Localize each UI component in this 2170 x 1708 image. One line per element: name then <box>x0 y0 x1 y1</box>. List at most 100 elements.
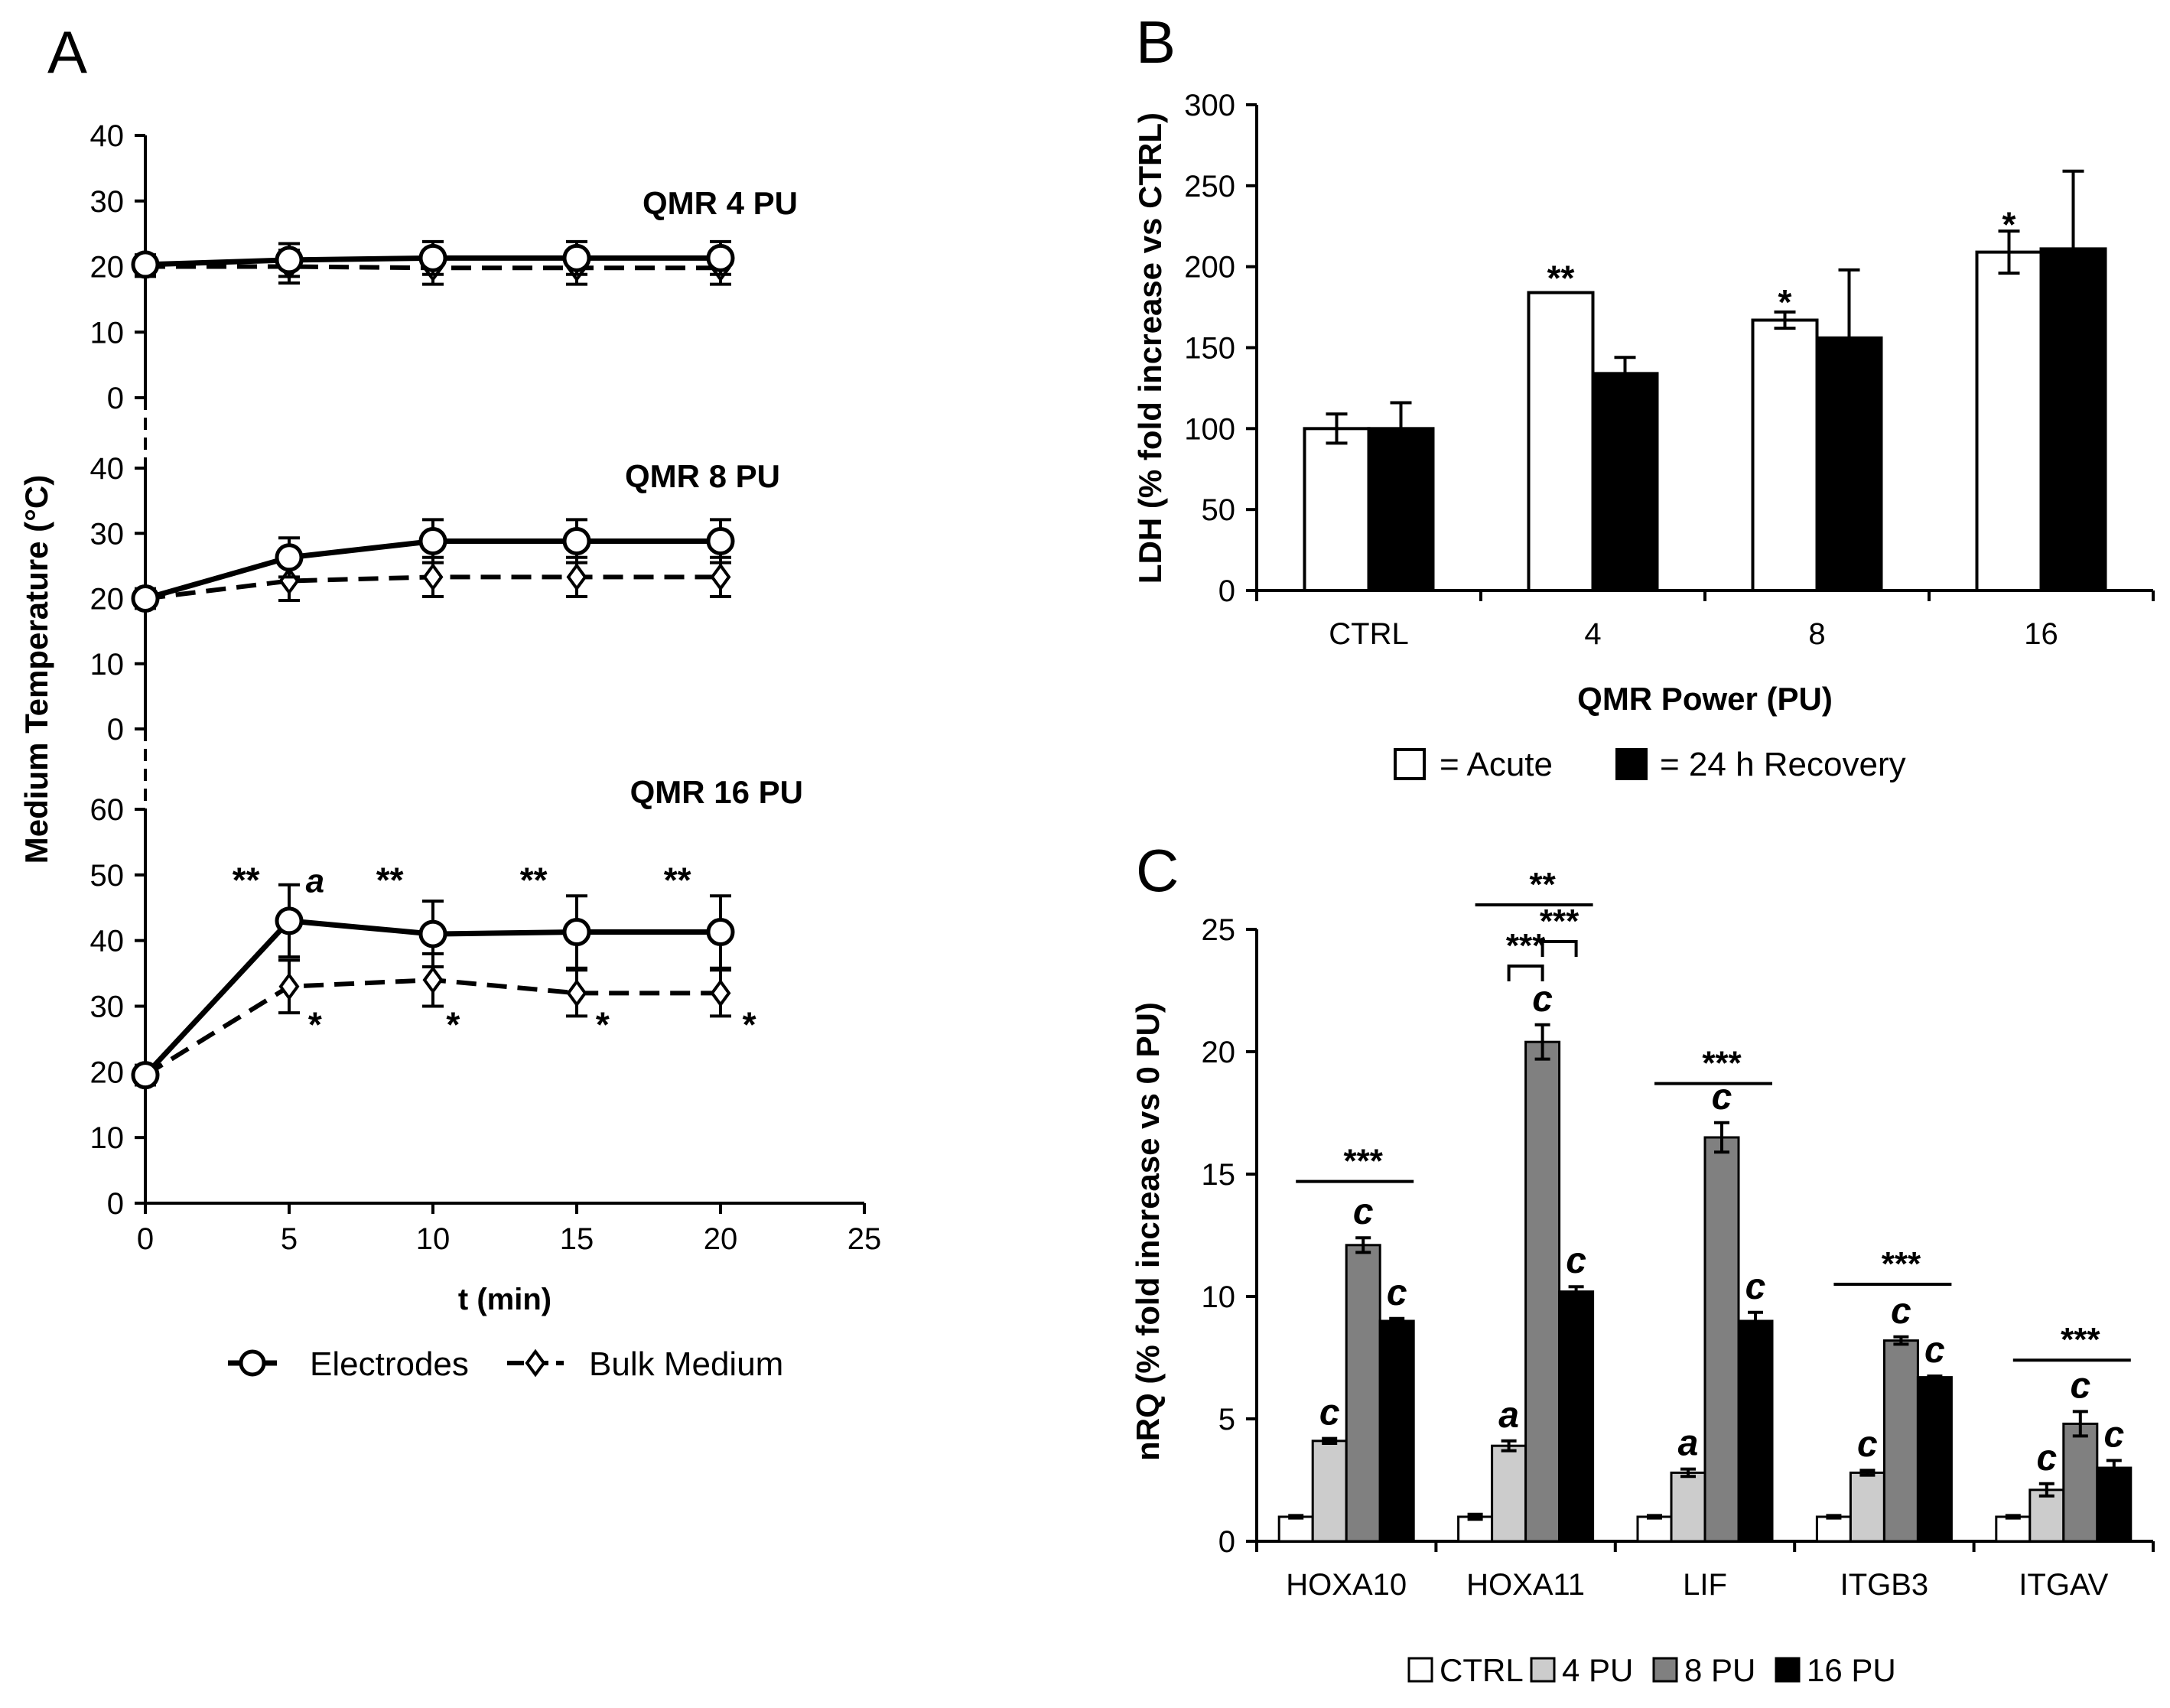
bulk-medium-point <box>422 562 444 591</box>
x-tick-label: CTRL <box>1329 617 1408 651</box>
electrodes-point <box>131 584 160 613</box>
y-tick-label: 30 <box>90 185 125 219</box>
x-tick-label: HOXA10 <box>1286 1568 1407 1602</box>
x-tick-label: LIF <box>1683 1568 1727 1602</box>
bracket-line <box>1507 965 1544 981</box>
electrodes-point <box>706 526 735 555</box>
subplot-title: QMR 16 PU <box>630 774 803 810</box>
electrodes-point <box>706 918 735 947</box>
bulk-medium-point <box>566 562 587 591</box>
pu4-bar <box>2028 1488 2065 1543</box>
x-tick-label: 20 <box>704 1222 738 1256</box>
bar-error-bar <box>1389 1316 1405 1326</box>
y-tick-label: 0 <box>1218 1525 1235 1559</box>
significance-annotation: * <box>446 1004 460 1044</box>
bar-error-bar <box>1838 268 1860 408</box>
bracket-label: *** <box>1506 927 1546 965</box>
ctrl-bar <box>1995 1515 2032 1543</box>
significance-annotation: * <box>743 1004 756 1044</box>
subplot-title: QMR 4 PU <box>643 185 798 221</box>
legend-label: 4 PU <box>1562 1652 1633 1688</box>
bracket-label: *** <box>2061 1321 2100 1358</box>
electrodes-point <box>131 1061 160 1090</box>
y-tick-label: 300 <box>1184 89 1235 122</box>
ctrl-bar <box>1815 1515 1852 1543</box>
significance-annotation: ** <box>376 860 404 900</box>
legend-bulk-medium-label: Bulk Medium <box>589 1345 783 1383</box>
panel-c-bar-chart: 0510152025HOXA10cccHOXA11accLIFaccITGB3c… <box>1130 866 2155 1688</box>
legend-swatch <box>1407 1657 1433 1683</box>
legend-label: 8 PU <box>1684 1652 1755 1688</box>
bulk-medium-point <box>710 562 731 591</box>
electrodes-point <box>562 526 591 555</box>
legend-acute-swatch <box>1394 748 1426 780</box>
y-tick-label: 5 <box>1218 1403 1235 1436</box>
pu16-bar <box>1378 1319 1415 1543</box>
significance-annotation: * <box>596 1004 610 1044</box>
bar-error-bar <box>1288 1514 1304 1520</box>
y-tick-label: 20 <box>90 1056 125 1089</box>
bar-error-bar <box>1748 1310 1763 1332</box>
significance-bracket: *** <box>1833 1245 1952 1286</box>
legend-acute-label: = Acute <box>1440 746 1553 783</box>
y-tick-label: 20 <box>1202 1036 1236 1069</box>
bar-error-bar <box>1927 1375 1943 1381</box>
bracket-label: ** <box>1529 866 1556 903</box>
acute-bar <box>1527 291 1595 592</box>
bar-error-bar <box>1893 1335 1909 1346</box>
legend-recovery-swatch <box>1615 748 1648 780</box>
x-tick-label: 16 <box>2024 617 2058 651</box>
significance-letter: c <box>1532 979 1553 1020</box>
pu8-bar <box>1524 1040 1561 1543</box>
legend-swatch <box>1530 1657 1556 1683</box>
pu8-bar <box>2062 1422 2099 1543</box>
x-axis-title: t (min) <box>458 1283 551 1316</box>
y-tick-label: 0 <box>107 713 124 747</box>
y-tick-label: 50 <box>1202 493 1236 527</box>
bar-error-bar <box>1501 1439 1517 1453</box>
bracket-label: *** <box>1344 1143 1384 1180</box>
bulk-medium-point <box>566 978 587 1007</box>
bulk-medium-point <box>278 972 300 1001</box>
significance-letter: c <box>1566 1241 1586 1281</box>
bracket-label: *** <box>1702 1045 1742 1082</box>
significance-annotation: * <box>2002 204 2016 244</box>
bar-error-bar <box>1774 310 1796 330</box>
bar-error-bar <box>1714 1121 1729 1154</box>
ctrl-bar <box>1636 1515 1673 1543</box>
y-tick-label: 0 <box>107 382 124 415</box>
legend-recovery-label: = 24 h Recovery <box>1660 746 1906 783</box>
bar-error-bar <box>1534 1023 1550 1061</box>
significance-letter: c <box>1319 1393 1340 1433</box>
panel-label-b: B <box>1136 8 1176 76</box>
significance-annotation: * <box>1778 282 1792 322</box>
pu4-bar <box>1491 1444 1527 1543</box>
y-axis-title: nRQ (% fold increase vs 0 PU) <box>1130 1002 1166 1461</box>
electrodes-point <box>418 243 447 272</box>
x-tick-label: 10 <box>416 1222 451 1256</box>
electrodes-point <box>418 526 447 555</box>
significance-letter: c <box>2103 1414 2124 1455</box>
significance-annotation: ** <box>1547 258 1575 298</box>
panel-label-a: A <box>47 18 87 86</box>
bar-error-bar <box>2072 1410 2088 1438</box>
x-tick-label: 0 <box>137 1222 154 1256</box>
bar-error-bar <box>1647 1514 1662 1520</box>
significance-annotation: ** <box>233 860 260 900</box>
electrodes-point <box>275 543 304 572</box>
significance-annotation: a <box>306 862 324 900</box>
pu16-bar <box>1737 1319 1774 1543</box>
pu8-bar <box>1882 1339 1919 1543</box>
electrodes-point <box>562 243 591 272</box>
bar-error-bar <box>1326 412 1348 445</box>
significance-annotation: ** <box>520 860 548 900</box>
y-tick-label: 10 <box>1202 1280 1236 1314</box>
bar-error-bar <box>1322 1436 1338 1445</box>
bracket-line <box>1540 940 1578 957</box>
electrodes-point <box>131 250 160 279</box>
significance-letter: c <box>1745 1267 1766 1307</box>
y-tick-label: 0 <box>1218 574 1235 608</box>
significance-bracket: *** <box>1540 903 1580 957</box>
subplot-title: QMR 8 PU <box>625 458 780 494</box>
